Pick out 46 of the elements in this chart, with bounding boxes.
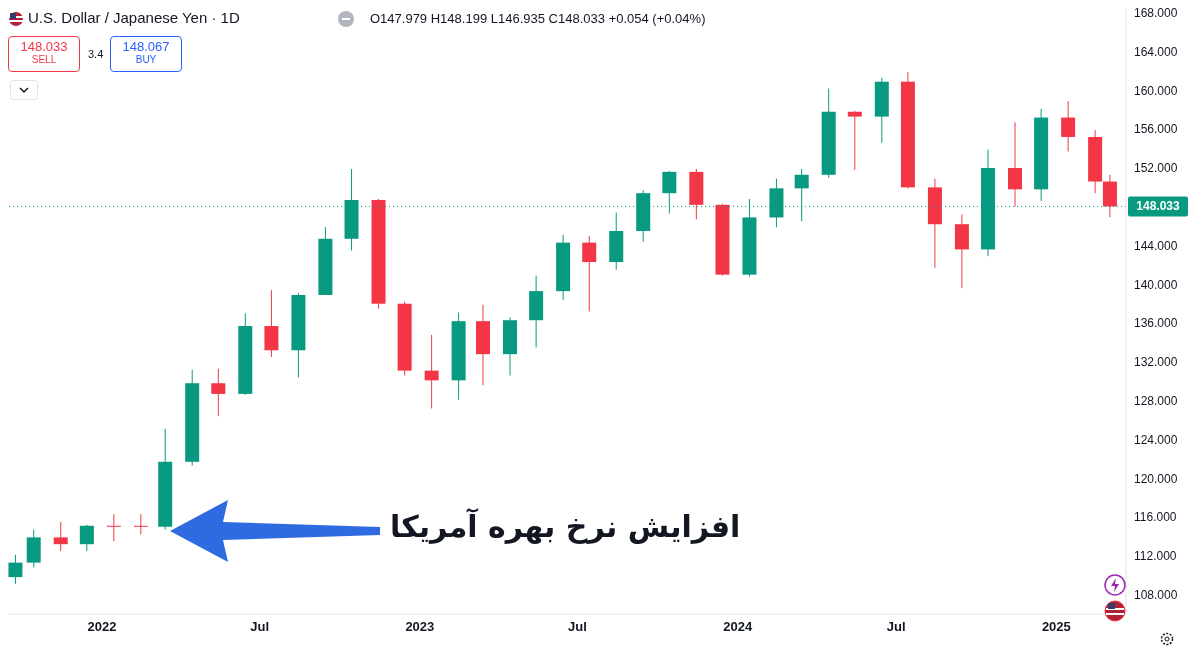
y-tick-label: 168.000 (1134, 6, 1178, 21)
annotation: افزایش نرخ بهره آمریکا (390, 509, 741, 544)
annotation: +0.054 (+0.04%) (608, 11, 706, 26)
annotation: L146.935 (490, 11, 545, 26)
y-tick-label: 164.000 (1134, 44, 1178, 59)
y-tick-label: 156.000 (1134, 122, 1178, 137)
y-tick-label: 152.000 (1134, 161, 1178, 176)
x-tick-label: Jul (250, 619, 270, 635)
annotation: C148.033 (548, 11, 605, 26)
annotation: 148.067 (121, 39, 171, 54)
annotation: 148.033 (19, 39, 69, 54)
y-tick-label: 128.000 (1134, 393, 1178, 408)
ref-line-label: 148.033 (1136, 199, 1181, 214)
candlestick (1061, 100, 1076, 152)
x-tick-label: Jul (886, 619, 906, 635)
y-tick-label: 124.000 (1134, 432, 1178, 447)
x-tick-label: Jul (568, 619, 587, 635)
candlestick (1008, 121, 1023, 208)
y-tick-label: 136.000 (1134, 316, 1178, 331)
candlestick (582, 235, 597, 312)
annotation: O147.979 (370, 11, 428, 26)
y-tick-label: 132.000 (1134, 355, 1178, 370)
y-tick-label: 120.000 (1134, 471, 1178, 486)
annotation: SELL (30, 54, 58, 65)
candlestick (8, 554, 23, 585)
candlestick (53, 521, 68, 552)
x-tick-label: 2023 (405, 619, 435, 635)
y-tick-label: 144.000 (1134, 238, 1178, 253)
y-tick-label: 140.000 (1134, 277, 1178, 292)
x-tick-label: 2022 (87, 619, 117, 635)
candlestick (211, 368, 226, 417)
candlestick (424, 334, 439, 409)
y-tick-label: 116.000 (1134, 510, 1177, 525)
y-tick-label: 160.000 (1134, 83, 1178, 98)
candlestick (79, 524, 94, 552)
x-tick-label: 2025 (1041, 619, 1071, 635)
y-tick-label: 112.000 (1134, 549, 1177, 564)
chart-title: U.S. Dollar / Japanese Yen · 1D (28, 9, 240, 26)
candlestick (847, 110, 862, 171)
annotation: H148.199 (430, 11, 488, 26)
annotation: 3.4 (88, 48, 104, 60)
annotation: BUY (134, 54, 158, 65)
candlestick (133, 513, 148, 535)
x-tick-label: 2024 (723, 619, 753, 635)
candlestick (106, 513, 121, 542)
y-tick-label: 108.000 (1134, 587, 1178, 602)
